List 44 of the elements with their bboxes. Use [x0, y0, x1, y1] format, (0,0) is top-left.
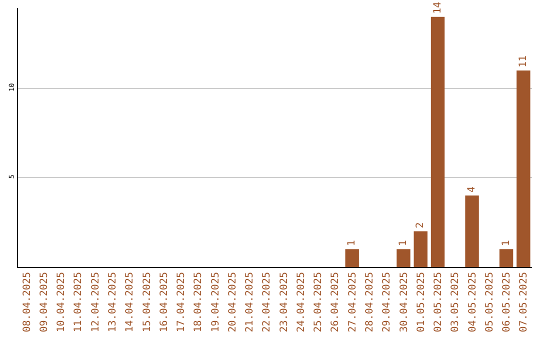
x-tick-label: 20.04.2025 — [227, 272, 238, 332]
data-label: 1 — [398, 240, 409, 246]
x-tick-label: 23.04.2025 — [278, 272, 290, 332]
bar — [465, 196, 479, 267]
x-tick-label: 08.04.2025 — [22, 272, 33, 332]
data-label: 11 — [518, 55, 529, 68]
bar — [396, 249, 410, 267]
x-tick-label: 16.04.2025 — [158, 272, 170, 332]
x-tick-label: 14.04.2025 — [124, 272, 136, 332]
x-tick-label: 27.04.2025 — [347, 272, 358, 332]
x-tick-label: 01.05.2025 — [416, 272, 427, 332]
x-tick-label: 02.05.2025 — [433, 272, 444, 332]
x-tick-label: 18.04.2025 — [193, 272, 204, 332]
x-tick-label: 25.04.2025 — [313, 272, 324, 332]
bar — [430, 16, 445, 267]
x-tick-label: 28.04.2025 — [364, 272, 376, 332]
x-tick-label: 09.04.2025 — [38, 272, 50, 332]
x-tick-label: 07.05.2025 — [518, 272, 530, 332]
data-label: 14 — [432, 2, 444, 14]
data-label: 1 — [346, 240, 358, 246]
x-tick-label: 26.04.2025 — [330, 272, 342, 332]
x-tick-label: 12.04.2025 — [90, 272, 102, 332]
x-tick-label: 10.04.2025 — [56, 272, 68, 332]
x-tick-label: 03.05.2025 — [450, 272, 462, 332]
x-tick-label: 06.05.2025 — [502, 272, 513, 332]
bar — [516, 70, 530, 267]
x-tick-label: 15.04.2025 — [142, 272, 153, 332]
data-label: 4 — [466, 186, 478, 193]
x-tick-label: 30.04.2025 — [398, 272, 410, 332]
data-label: 1 — [500, 240, 512, 246]
x-tick-label: 24.04.2025 — [296, 272, 307, 332]
bar — [345, 249, 359, 267]
x-tick-label: 19.04.2025 — [210, 272, 222, 332]
x-tick-label: 29.04.2025 — [382, 272, 393, 332]
bar — [499, 249, 514, 267]
bar — [414, 231, 428, 267]
x-tick-label: 11.04.2025 — [73, 272, 84, 332]
x-tick-label: 17.04.2025 — [176, 272, 188, 332]
x-tick-label: 21.04.2025 — [244, 272, 256, 332]
x-tick-label: 04.05.2025 — [467, 272, 478, 332]
x-tick-label: 05.05.2025 — [484, 272, 496, 332]
x-tick-label: 22.04.2025 — [262, 272, 273, 332]
data-label: 2 — [415, 222, 426, 228]
x-tick-label: 13.04.2025 — [107, 272, 118, 332]
